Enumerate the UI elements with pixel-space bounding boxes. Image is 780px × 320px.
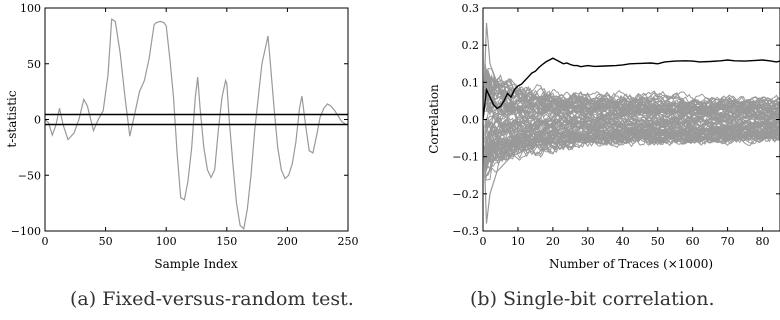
y-tick-label: 0: [34, 114, 41, 127]
background-trace: [484, 105, 780, 130]
background-trace: [484, 99, 780, 123]
x-tick-label: 80: [756, 235, 770, 248]
plot-a-ticks: 0 50 100 150 200 250 −100 −50 0 50 100: [11, 2, 359, 248]
background-trace: [484, 127, 780, 165]
y-tick-label: −100: [11, 225, 41, 238]
background-trace: [484, 67, 780, 113]
series-line-2: [483, 57, 780, 120]
x-tick-label: 70: [721, 235, 735, 248]
y-tick-label: 0.3: [462, 2, 480, 15]
x-tick-label: 200: [277, 235, 298, 248]
y-tick-label: 0.1: [462, 76, 480, 89]
background-trace: [484, 131, 780, 182]
background-trace: [484, 71, 780, 110]
caption-a: (a) Fixed-versus-random test.: [70, 288, 354, 310]
x-tick-label: 250: [338, 235, 359, 248]
x-tick-label: 0: [480, 235, 487, 248]
x-axis-label-a: Sample Index: [154, 257, 237, 271]
series-line-0: [45, 18, 346, 230]
x-tick-label: 30: [581, 235, 595, 248]
y-tick-label: 0.0: [462, 114, 480, 127]
x-tick-label: 40: [616, 235, 630, 248]
plot-a-marks: [45, 18, 348, 230]
y-tick-label: −0.3: [452, 225, 479, 238]
x-tick-label: 50: [651, 235, 665, 248]
background-trace: [484, 125, 780, 178]
chart-panel-a: 0 50 100 150 200 250 −100 −50 0 50 100 Sample Inde…: [5, 2, 359, 271]
y-axis-label-a: t-statistic: [5, 90, 19, 147]
series-line-0: [483, 22, 780, 120]
x-tick-label: 60: [686, 235, 700, 248]
chart-panel-b: 0 10 20 30 40 50 60 70 80 −0.3 −0.2 −0.1 0.0 0.1 0.2 0.…: [427, 2, 780, 271]
y-tick-label: 100: [20, 2, 41, 15]
y-axis-label-b: Correlation: [427, 84, 441, 154]
series-line-1: [483, 119, 780, 224]
background-trace: [484, 93, 780, 119]
y-tick-label: 0.2: [462, 39, 480, 52]
plot-b-ticks: 0 10 20 30 40 50 60 70 80 −0.3 −0.2 −0.1 0.0 0.1 0.2 0.…: [452, 2, 780, 248]
x-tick-label: 100: [156, 235, 177, 248]
x-tick-label: 10: [511, 235, 525, 248]
x-tick-label: 50: [99, 235, 113, 248]
y-tick-label: −50: [18, 169, 41, 182]
caption-b: (b) Single-bit correlation.: [470, 288, 715, 310]
plot-b-marks: [483, 22, 780, 224]
background-trace: [484, 107, 780, 131]
x-tick-label: 0: [42, 235, 49, 248]
y-tick-label: 50: [27, 58, 41, 71]
y-tick-label: −0.1: [452, 151, 479, 164]
y-tick-label: −0.2: [452, 188, 479, 201]
x-tick-label: 150: [216, 235, 237, 248]
background-trace: [484, 128, 780, 169]
background-trace: [484, 119, 780, 138]
x-tick-label: 20: [546, 235, 560, 248]
background-trace: [484, 91, 780, 121]
x-axis-label-b: Number of Traces (×1000): [549, 257, 713, 271]
